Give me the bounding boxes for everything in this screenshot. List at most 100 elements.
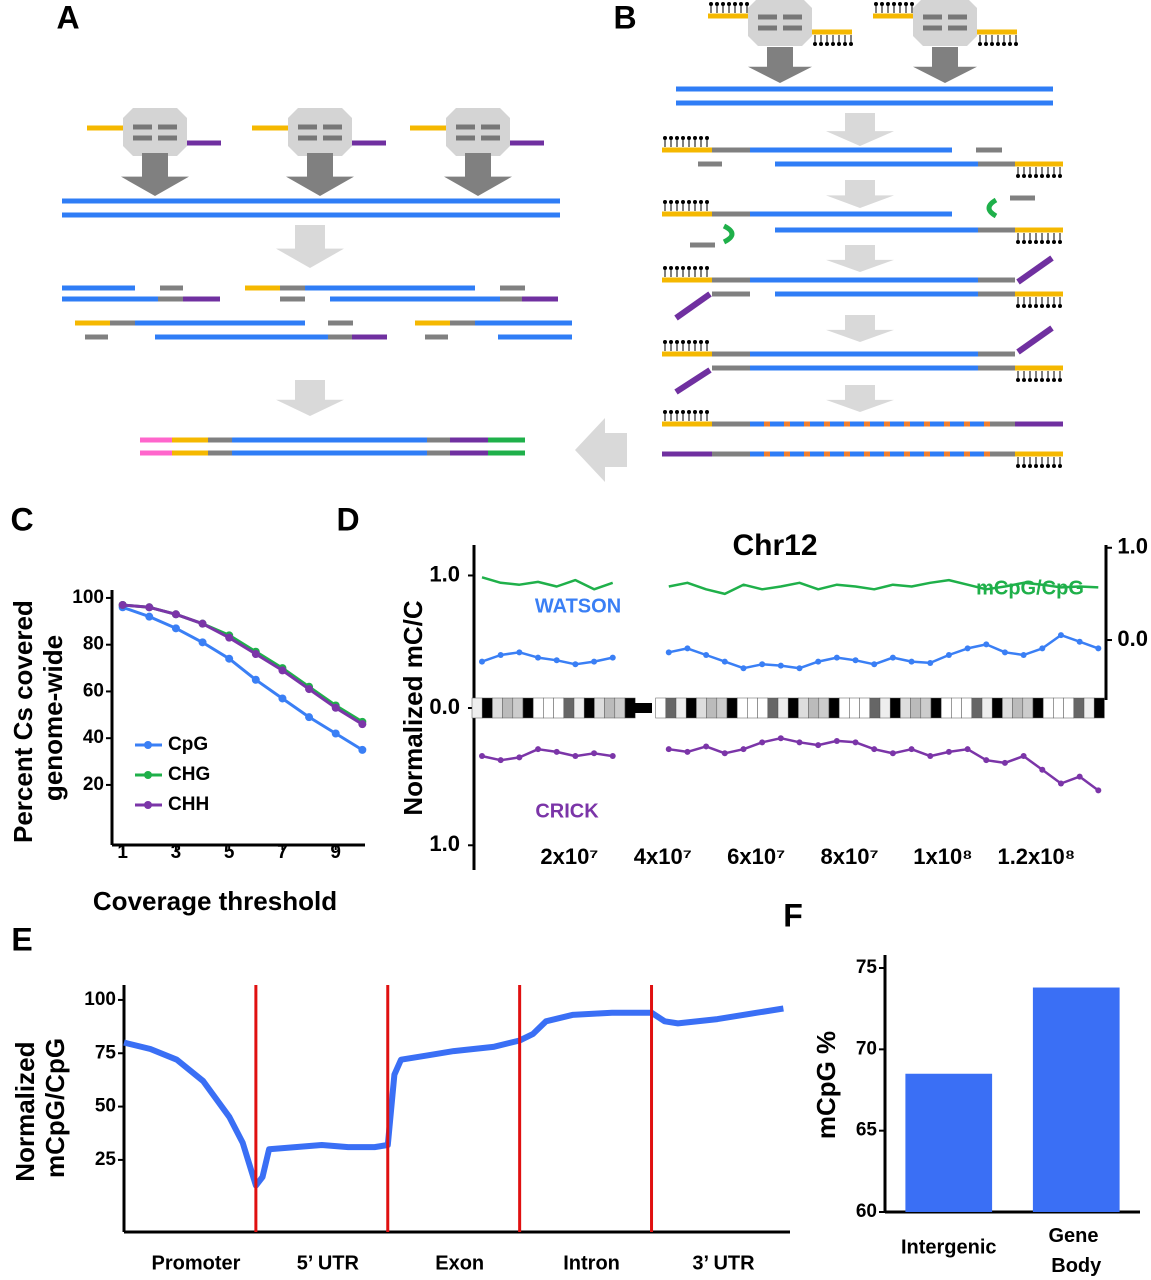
pin-head — [1046, 240, 1050, 244]
marker — [118, 600, 127, 609]
pin-head — [681, 136, 685, 140]
marker — [1057, 780, 1064, 787]
marker — [1020, 651, 1027, 658]
pin-head — [1034, 378, 1038, 382]
ideogram-band — [1012, 697, 1024, 719]
pin-head — [699, 200, 703, 204]
y-tick-label: 25 — [95, 1149, 117, 1170]
pin-head — [1022, 304, 1026, 308]
ideogram-band — [604, 697, 616, 719]
ideogram-band — [1042, 697, 1054, 719]
arrow — [826, 245, 894, 272]
pin-head — [1028, 378, 1032, 382]
pin-head — [1016, 174, 1020, 178]
pin-head — [990, 42, 994, 46]
marker — [927, 659, 934, 666]
enzyme — [123, 108, 187, 156]
pin-head — [669, 200, 673, 204]
x-tick-label: 6x10⁷ — [727, 844, 785, 869]
ideogram-band — [849, 697, 860, 719]
pin-head — [669, 410, 673, 414]
pin-head — [681, 266, 685, 270]
ideogram-band — [553, 697, 565, 719]
adapter — [1016, 255, 1054, 285]
marker — [721, 658, 728, 665]
pin-head — [663, 266, 667, 270]
y-tick-label: 20 — [83, 774, 104, 795]
marker — [1039, 645, 1046, 652]
y-tick-label: 100 — [84, 989, 116, 1010]
pin-head — [687, 266, 691, 270]
ideogram-band — [930, 697, 942, 719]
series-line — [123, 1005, 784, 1189]
marker — [171, 624, 180, 633]
y-tick-label: 100 — [72, 587, 104, 608]
pin-head — [1034, 174, 1038, 178]
marker — [251, 675, 260, 684]
bar — [905, 1073, 993, 1212]
ideogram-band — [787, 697, 799, 719]
pin-head — [705, 200, 709, 204]
marker — [358, 720, 367, 729]
region-label: Intron — [563, 1252, 620, 1274]
pin-head — [1058, 304, 1062, 308]
ideogram-band — [583, 697, 595, 719]
arrow — [444, 153, 512, 196]
ideogram-band — [614, 697, 626, 719]
marker — [889, 654, 896, 661]
pin-head — [1052, 240, 1056, 244]
panel-label: C — [10, 501, 33, 537]
marker — [1095, 645, 1102, 652]
ideogram-band — [655, 697, 667, 719]
ideogram-band — [910, 697, 922, 719]
ideogram-band — [1032, 697, 1044, 719]
pin-head — [721, 2, 725, 6]
y-tick-label: 65 — [856, 1120, 878, 1141]
marker — [777, 662, 784, 669]
marker — [665, 649, 672, 656]
marker — [908, 658, 915, 665]
pin-head — [837, 42, 841, 46]
pin-head — [892, 2, 896, 6]
pin-head — [1046, 174, 1050, 178]
pin-head — [898, 2, 902, 6]
ideogram-band — [522, 697, 534, 719]
ideogram-band — [798, 697, 809, 719]
arrow — [826, 385, 894, 412]
marker — [721, 750, 728, 757]
pin-head — [1058, 464, 1062, 468]
legend-marker — [144, 771, 152, 779]
y-axis-label: mCpG % — [811, 1031, 841, 1139]
pin-head — [1034, 304, 1038, 308]
pin-head — [813, 42, 817, 46]
marker — [591, 658, 598, 665]
ideogram-band — [961, 697, 973, 719]
pin-head — [693, 266, 697, 270]
pin-head — [1052, 378, 1056, 382]
pin-head — [705, 410, 709, 414]
pin-head — [739, 2, 743, 6]
ideogram-band — [991, 697, 1003, 719]
pin-head — [699, 136, 703, 140]
pin-head — [675, 200, 679, 204]
series-line — [122, 603, 364, 724]
pin-head — [910, 2, 914, 6]
pin-head — [1014, 42, 1018, 46]
pin-head — [675, 410, 679, 414]
x-tick-label: 9 — [330, 842, 341, 863]
ideogram-band — [747, 697, 758, 719]
pin-head — [745, 2, 749, 6]
marker — [945, 748, 952, 755]
marker — [145, 603, 154, 612]
legend-label: CHH — [168, 794, 209, 815]
y-axis-label: Normalized mCpG/CpG — [10, 1034, 70, 1181]
marker — [983, 757, 990, 764]
marker — [740, 665, 747, 672]
marker — [331, 729, 340, 738]
pin-head — [1022, 240, 1026, 244]
bar — [1032, 987, 1120, 1212]
marker — [927, 753, 934, 760]
adapter — [674, 291, 712, 321]
marker — [1001, 649, 1008, 656]
pin-head — [675, 266, 679, 270]
